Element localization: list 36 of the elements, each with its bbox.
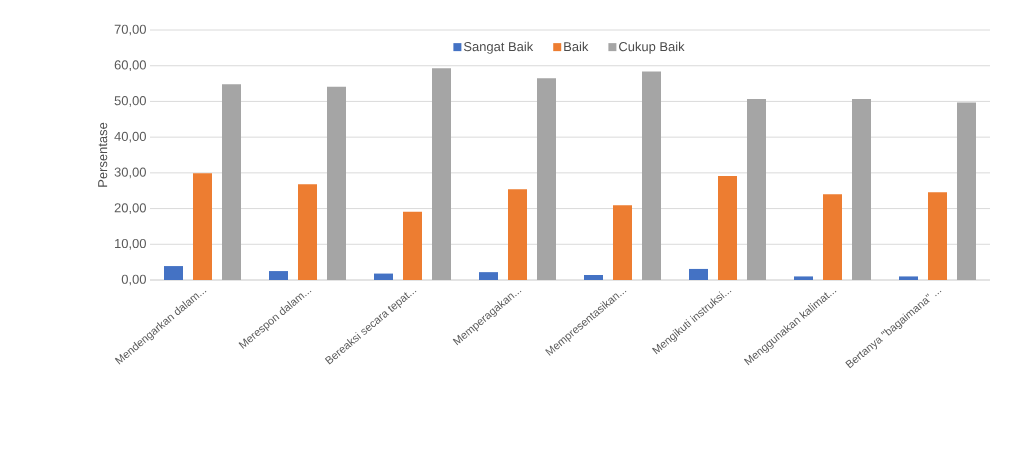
legend-label: Cukup Baik: [619, 41, 685, 54]
bar: [479, 272, 498, 280]
bar: [584, 275, 603, 280]
y-tick-label: 20,00: [114, 203, 146, 214]
bar: [432, 68, 451, 280]
legend-label: Baik: [564, 41, 589, 52]
y-tick-label: 70,00: [114, 24, 146, 36]
bar: [269, 271, 288, 280]
bar: [508, 189, 527, 280]
bar: [747, 98, 766, 280]
bar: [957, 102, 976, 280]
bar: [794, 276, 813, 280]
bar: [718, 176, 737, 280]
legend-label: Sangat Baik: [463, 41, 534, 54]
bar: [537, 78, 556, 280]
y-tick-label: 10,00: [115, 238, 146, 250]
y-tick-label: 0,00: [121, 274, 146, 286]
bar: [193, 173, 212, 280]
bar: [164, 266, 183, 280]
y-tick-label: 60,00: [114, 60, 146, 72]
bar: [899, 276, 918, 280]
bar: [403, 211, 422, 280]
bar: [852, 98, 871, 280]
bar: [374, 273, 393, 280]
bar: [642, 71, 661, 280]
y-tick-label: 50,00: [114, 96, 146, 107]
bar: [928, 192, 947, 280]
bar: [327, 86, 346, 280]
bar: [689, 268, 708, 280]
bar: [222, 84, 241, 280]
y-tick-label: 40,00: [114, 131, 146, 143]
y-tick-label: 30,00: [114, 167, 146, 179]
bar: [823, 194, 842, 280]
bar: [613, 205, 632, 280]
bar: [298, 184, 317, 280]
y-axis-title: Persentase: [98, 122, 108, 187]
